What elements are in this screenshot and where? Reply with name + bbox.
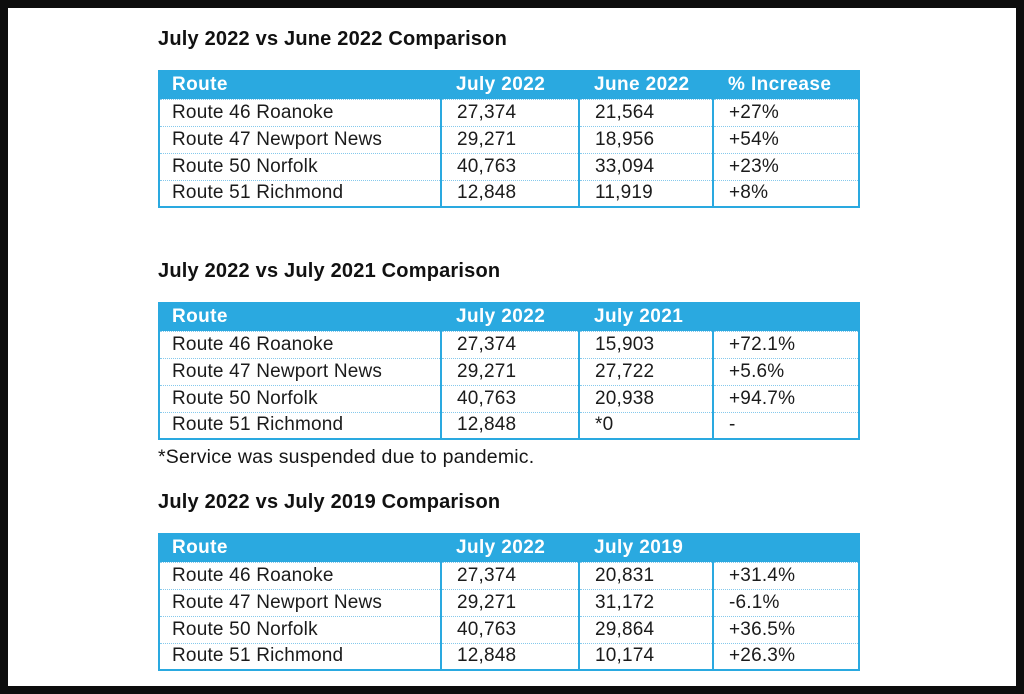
section-title: July 2022 vs July 2019 Comparison [158,491,501,513]
page-content: July 2022 vs June 2022 Comparison Route J… [8,8,1016,671]
table-row: Route 50 Norfolk 40,763 29,864 +36.5% [159,615,859,643]
value-cell: 12,848 [440,642,579,670]
header-row: Route July 2022 June 2022% Increase [159,71,859,99]
value-cell: 29,864 [578,615,713,643]
column-header: July 2021 [579,303,713,331]
value-cell: +5.6% [712,357,859,385]
header-row: Route July 2022 July 2019 [159,534,859,562]
comparison-table: Route July 2022 July 2021 Route 46 Roanoke… [158,302,860,440]
comparison-section-june-2022: July 2022 vs June 2022 Comparison Route J… [158,28,1016,208]
value-cell: 18,956 [578,125,713,153]
value-cell: +54% [712,125,859,153]
route-cell: Route 51 Richmond [159,179,441,207]
column-header: July 2022 [441,303,579,331]
value-cell: 29,271 [440,125,579,153]
comparison-section-july-2021: July 2022 vs July 2021 Comparison Route J… [158,260,1016,469]
value-cell: 20,831 [578,561,713,589]
table-row: Route 50 Norfolk 40,763 20,938 +94.7% [159,384,859,412]
route-cell: Route 47 Newport News [159,125,441,153]
column-header: Route [159,303,441,331]
value-cell: 11,919 [578,179,713,207]
column-header: June 2022 [579,71,713,99]
value-cell: 12,848 [440,179,579,207]
value-cell: 21,564 [578,98,713,126]
value-cell: 20,938 [578,384,713,412]
route-cell: Route 50 Norfolk [159,152,441,180]
route-cell: Route 46 Roanoke [159,330,441,358]
value-cell: +23% [712,152,859,180]
value-cell: +36.5% [712,615,859,643]
column-header [713,303,859,331]
column-header: July 2022 [441,534,579,562]
value-cell: +31.4% [712,561,859,589]
value-cell: 29,271 [440,357,579,385]
table-row: Route 51 Richmond 12,848 *0- [159,411,859,439]
table-row: Route 51 Richmond 12,848 10,174 +26.3% [159,642,859,670]
value-cell: +94.7% [712,384,859,412]
column-header: Route [159,534,441,562]
table-row: Route 46 Roanoke 27,374 15,903 +72.1% [159,330,859,358]
table-row: Route 50 Norfolk 40,763 33,094 +23% [159,152,859,180]
value-cell: 40,763 [440,152,579,180]
value-cell: 12,848 [440,411,579,439]
table-row: Route 47 Newport News 29,271 27,722 +5.6% [159,357,859,385]
table-row: Route 51 Richmond 12,848 11,919 +8% [159,179,859,207]
value-cell: +72.1% [712,330,859,358]
table-row: Route 46 Roanoke 27,374 21,564 +27% [159,98,859,126]
value-cell: 40,763 [440,384,579,412]
value-cell: *0 [578,411,713,439]
route-cell: Route 50 Norfolk [159,615,441,643]
comparison-table: Route July 2022 July 2019 Route 46 Roanoke… [158,533,860,671]
column-header: July 2019 [579,534,713,562]
value-cell: 27,722 [578,357,713,385]
value-cell: - [712,411,859,439]
column-header: % Increase [713,71,859,99]
route-cell: Route 50 Norfolk [159,384,441,412]
value-cell: 27,374 [440,561,579,589]
column-header: July 2022 [441,71,579,99]
table-row: Route 46 Roanoke 27,374 20,831 +31.4% [159,561,859,589]
pandemic-footnote: *Service was suspended due to pandemic. [158,446,535,468]
comparison-section-july-2019: July 2022 vs July 2019 Comparison Route J… [158,491,1016,671]
section-title: July 2022 vs July 2021 Comparison [158,260,501,282]
value-cell: -6.1% [712,588,859,616]
value-cell: 29,271 [440,588,579,616]
value-cell: 33,094 [578,152,713,180]
route-cell: Route 47 Newport News [159,588,441,616]
value-cell: 31,172 [578,588,713,616]
value-cell: +26.3% [712,642,859,670]
value-cell: +27% [712,98,859,126]
value-cell: 40,763 [440,615,579,643]
route-cell: Route 46 Roanoke [159,98,441,126]
table-row: Route 47 Newport News 29,271 31,172 -6.1% [159,588,859,616]
route-cell: Route 51 Richmond [159,642,441,670]
value-cell: 27,374 [440,330,579,358]
section-title: July 2022 vs June 2022 Comparison [158,28,507,50]
route-cell: Route 46 Roanoke [159,561,441,589]
route-cell: Route 51 Richmond [159,411,441,439]
column-header [713,534,859,562]
table-row: Route 47 Newport News 29,271 18,956 +54% [159,125,859,153]
comparison-table: Route July 2022 June 2022% Increase Route … [158,70,860,208]
value-cell: 27,374 [440,98,579,126]
value-cell: 10,174 [578,642,713,670]
value-cell: 15,903 [578,330,713,358]
column-header: Route [159,71,441,99]
value-cell: +8% [712,179,859,207]
header-row: Route July 2022 July 2021 [159,303,859,331]
route-cell: Route 47 Newport News [159,357,441,385]
